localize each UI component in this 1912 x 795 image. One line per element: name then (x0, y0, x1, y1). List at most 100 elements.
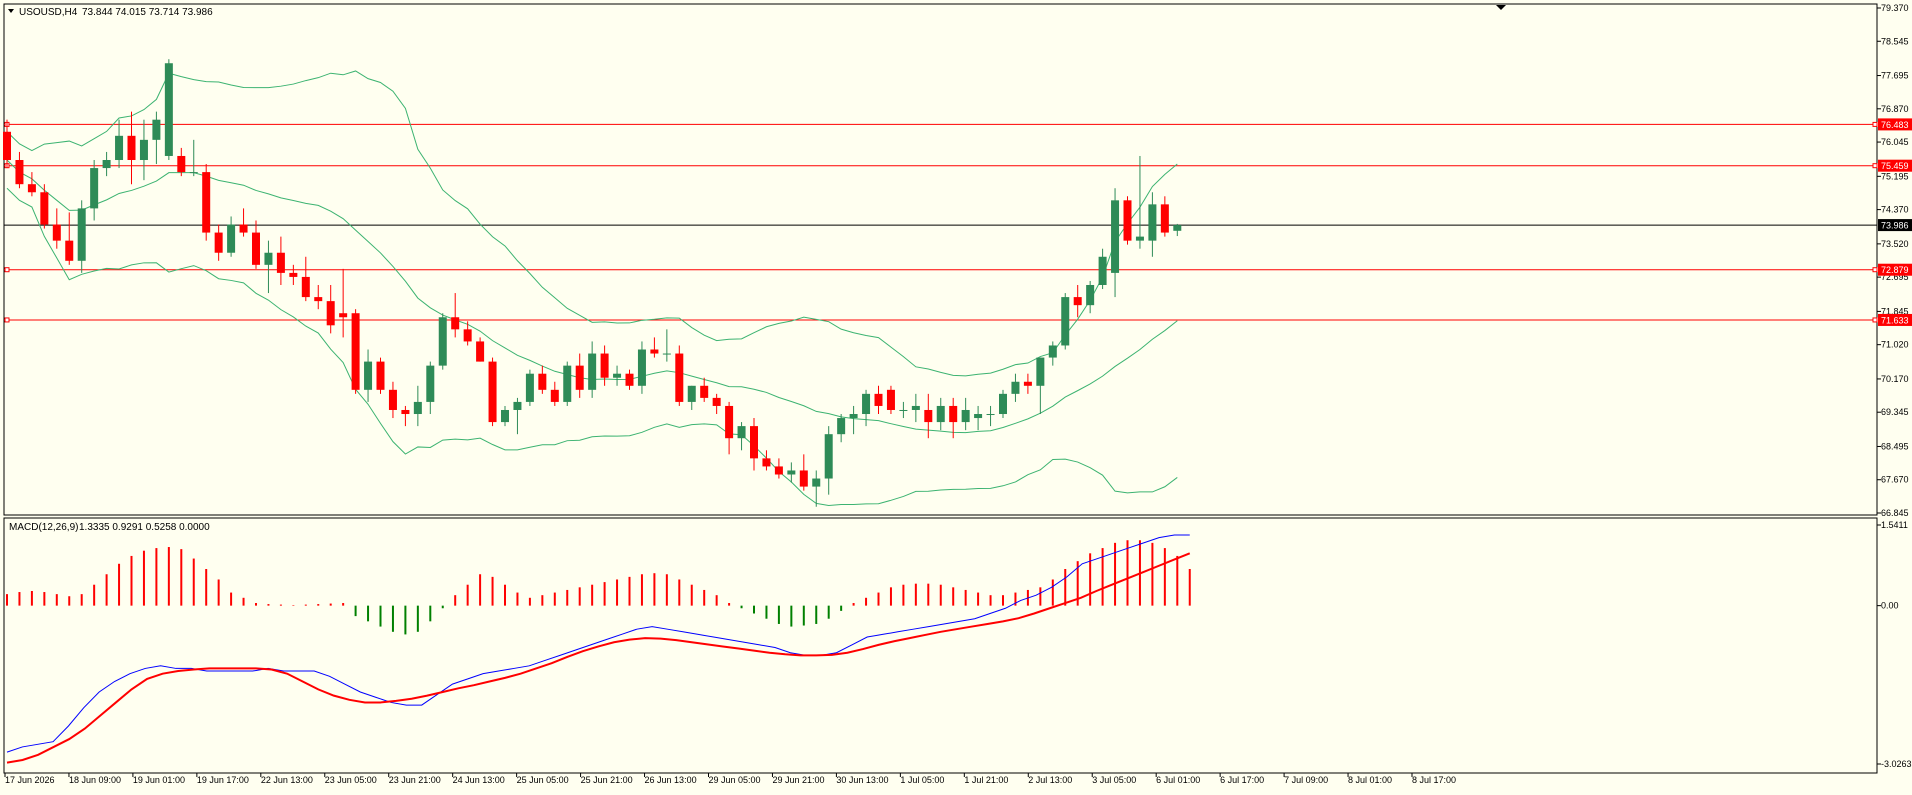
bear-candle-body (40, 192, 49, 225)
bear-candle-body (252, 232, 260, 265)
bear-candle-body (127, 135, 136, 161)
time-tick-label: 2 Jul 13:00 (1028, 775, 1072, 785)
bear-candle-body (351, 313, 360, 390)
level-price-tag (1878, 313, 1912, 326)
bull-candle-body (1011, 381, 1020, 394)
bear-candle-body (326, 301, 335, 326)
bull-candle-body (1135, 236, 1144, 241)
time-tick-label: 6 Jul 01:00 (1156, 775, 1200, 785)
macd-signal-line (6, 552, 1191, 764)
level-anchor-marker (1872, 163, 1878, 169)
bear-candle-body (202, 172, 211, 233)
macd-values-readout: 1.3335 0.9291 0.5258 0.0000 (79, 522, 210, 533)
bear-candle-body (488, 361, 497, 423)
bear-candle-body (886, 389, 895, 410)
bear-candle-body (712, 397, 721, 406)
time-tick-label: 18 Jun 09:00 (69, 775, 121, 785)
macd-main-line (6, 534, 1190, 753)
macd-tick-label: -3.0263 (1881, 759, 1912, 769)
bear-candle-body (799, 470, 808, 487)
price-tick-label: 71.845 (1881, 306, 1909, 316)
bull-candle-body (862, 393, 871, 415)
bear-candle-body (874, 393, 883, 406)
bull-candle-body (837, 418, 846, 435)
macd-title: MACD(12,26,9) (9, 522, 78, 533)
level-anchor-marker (1872, 121, 1878, 127)
bear-candle-body (214, 232, 223, 253)
macd-tick-label: 0.00 (1881, 601, 1899, 611)
price-tick-label: 79.370 (1881, 3, 1909, 13)
bull-candle-body (189, 172, 198, 174)
bear-candle-body (650, 349, 659, 354)
time-tick-label: 17 Jun 2026 (5, 775, 55, 785)
bollinger-lower-line (6, 187, 1178, 507)
bear-candle-body (65, 240, 74, 261)
bull-candle-body (1098, 256, 1107, 285)
time-tick-label: 29 Jun 05:00 (709, 775, 761, 785)
chart-menu-triangle-icon[interactable] (8, 9, 14, 13)
time-tick-label: 3 Jul 05:00 (1092, 775, 1136, 785)
bear-candle-body (762, 458, 771, 467)
bollinger-upper-line (6, 70, 1178, 377)
bull-candle-body (588, 353, 597, 390)
bear-candle-body (388, 389, 397, 410)
time-tick-label: 1 Jul 05:00 (900, 775, 944, 785)
level-price-label: 71.633 (1881, 315, 1909, 325)
bull-candle-body (787, 470, 796, 475)
bear-candle-body (625, 373, 634, 386)
price-tick-label: 73.520 (1881, 239, 1909, 249)
time-tick-label: 6 Jul 17:00 (1220, 775, 1264, 785)
bull-candle-body (637, 349, 646, 386)
price-tick-label: 68.495 (1881, 441, 1909, 451)
bull-candle-body (152, 119, 161, 140)
time-tick-label: 19 Jun 17:00 (197, 775, 249, 785)
time-tick-label: 24 Jun 13:00 (453, 775, 505, 785)
price-tick-label: 69.345 (1881, 407, 1909, 417)
bear-candle-body (451, 317, 460, 330)
price-tick-label: 67.670 (1881, 475, 1909, 485)
level-price-label: 76.483 (1881, 120, 1909, 130)
time-tick-label: 26 Jun 13:00 (645, 775, 697, 785)
price-tick-label: 66.845 (1881, 508, 1909, 518)
bull-candle-body (1086, 284, 1095, 306)
shift-marker-icon[interactable] (1496, 5, 1506, 10)
price-tick-label: 77.695 (1881, 71, 1909, 81)
bear-candle-body (750, 426, 758, 459)
bull-candle-body (1148, 204, 1157, 241)
bear-candle-body (1123, 200, 1132, 241)
bear-candle-body (301, 276, 310, 298)
bull-candle-body (737, 426, 746, 439)
bull-candle-body (438, 317, 447, 366)
bear-candle-body (1160, 204, 1169, 233)
level-anchor-marker (1872, 267, 1878, 273)
bull-candle-body (115, 135, 124, 161)
time-tick-label: 23 Jun 05:00 (325, 775, 377, 785)
price-tick-label: 78.545 (1881, 36, 1909, 46)
level-price-tag (1878, 263, 1912, 276)
bull-candle-body (662, 353, 671, 355)
bull-candle-body (849, 414, 858, 419)
bull-candle-body (501, 409, 509, 423)
bull-candle-body (911, 405, 920, 410)
price-tick-label: 75.195 (1881, 171, 1909, 181)
level-price-tag (1878, 118, 1912, 131)
bull-candle-body (1111, 200, 1120, 273)
bull-candle-body (974, 414, 983, 419)
candles (3, 59, 1182, 507)
macd-pane[interactable]: 1.5411 0.00 -3.0263 MACD(12,26,9) 1.3335 0… (3, 517, 1912, 774)
bear-candle-body (463, 329, 472, 342)
price-pane[interactable]: 79.370 78.545 77.695 76.870 76.045 75.195 74.3… (3, 3, 1912, 518)
macd-tick-label: 1.5411 (1881, 520, 1908, 530)
bull-candle-body (687, 385, 696, 402)
time-tick-label: 7 Jul 09:00 (1284, 775, 1328, 785)
bear-candle-body (550, 389, 559, 402)
price-tick-label: 72.695 (1881, 272, 1909, 282)
price-pane-frame (3, 3, 1878, 516)
bear-candle-body (476, 341, 485, 362)
price-tick-label: 74.370 (1881, 205, 1909, 215)
level-anchor-marker (4, 267, 10, 273)
horizontal-levels (4, 121, 1878, 323)
level-price-label: 72.879 (1881, 265, 1909, 275)
